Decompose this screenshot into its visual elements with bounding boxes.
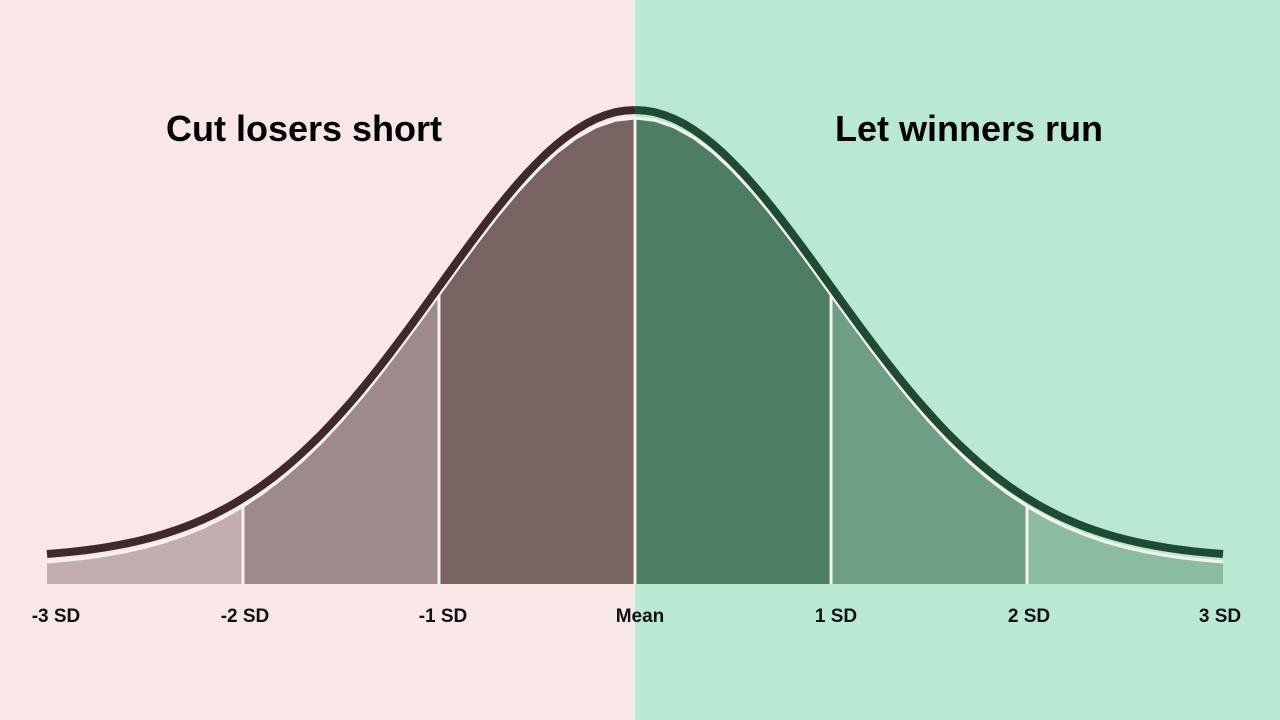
- tick-label-2-sd: 2 SD: [1007, 606, 1051, 627]
- curve-outline-right: [634, 106, 1224, 558]
- band-1-to-2: [831, 294, 1027, 584]
- curve-outline-left: [46, 106, 636, 558]
- left-heading: Cut losers short: [165, 108, 443, 149]
- tick-label-3-sd: 3 SD: [1198, 606, 1242, 627]
- tick-label-minus-2-sd: -2 SD: [220, 606, 270, 627]
- tick-label-mean: Mean: [615, 606, 665, 627]
- tick-label-minus-3-sd: -3 SD: [31, 606, 81, 627]
- band-minus-1-to-mean: [439, 118, 635, 584]
- band-mean-to-1: [635, 118, 831, 584]
- band-2-to-3: [1027, 506, 1223, 584]
- band-minus-3-to-minus-2: [47, 506, 243, 584]
- curve-highlight-line: [46, 116, 1224, 564]
- right-heading: Let winners run: [834, 108, 1104, 149]
- tick-label-1-sd: 1 SD: [814, 606, 858, 627]
- band-minus-2-to-minus-1: [243, 294, 439, 584]
- tick-label-minus-1-sd: -1 SD: [418, 606, 468, 627]
